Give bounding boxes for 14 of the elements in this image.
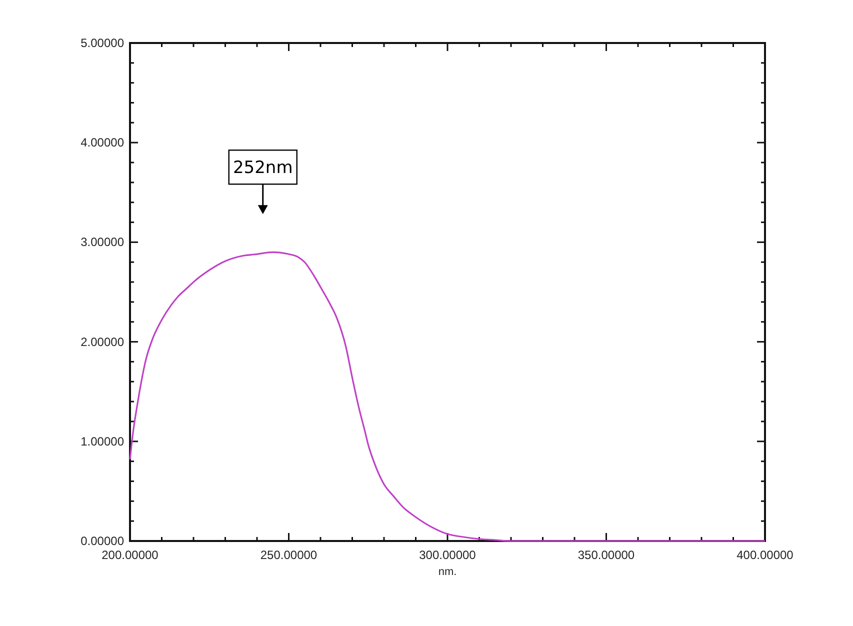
line-series xyxy=(129,251,766,542)
y-tick-label: 5.00000 xyxy=(80,36,124,50)
annotation: 252nm xyxy=(232,158,293,178)
y-tick-label: 2.00000 xyxy=(80,334,124,349)
y-tick-label: 3.00000 xyxy=(80,235,124,250)
x-tick-label: 400.00000 xyxy=(736,548,794,562)
x-tick-label: 300.00000 xyxy=(419,548,476,562)
x-tick-label: 350.00000 xyxy=(578,548,635,562)
x-axis-title: nm. xyxy=(438,566,457,578)
y-tick-label: 1.00000 xyxy=(80,434,124,448)
x-tick-label: 200.00000 xyxy=(102,548,159,562)
y-tick-label: 4.00000 xyxy=(80,136,124,150)
x-tick-label: 250.00000 xyxy=(260,548,318,562)
y-tick-label: 0.00000 xyxy=(80,534,124,548)
